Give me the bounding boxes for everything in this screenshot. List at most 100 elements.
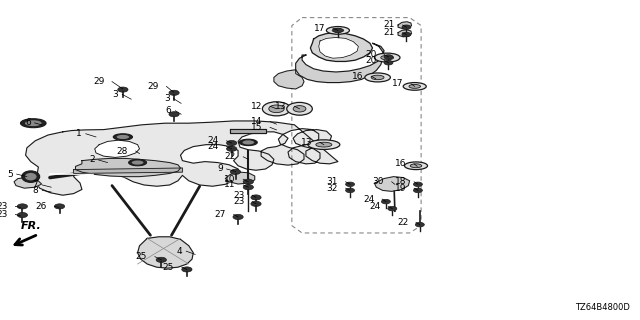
Text: 23: 23 [0,202,8,211]
Text: 20: 20 [365,56,376,65]
Ellipse shape [374,53,400,62]
Circle shape [262,102,291,116]
Polygon shape [296,43,384,83]
Text: 32: 32 [326,184,338,193]
Ellipse shape [25,120,42,126]
Text: FR.: FR. [20,221,41,231]
Text: 14: 14 [251,117,262,126]
Text: 7: 7 [33,180,38,189]
Circle shape [333,28,342,33]
Circle shape [287,102,312,115]
Circle shape [251,195,261,200]
Circle shape [17,212,28,218]
Text: 21: 21 [383,28,395,37]
Text: 13: 13 [275,102,287,111]
Ellipse shape [239,139,257,146]
Polygon shape [230,129,266,133]
Ellipse shape [132,160,143,164]
Circle shape [227,140,237,146]
Ellipse shape [403,83,426,90]
Ellipse shape [129,159,147,166]
Circle shape [384,55,393,59]
Text: 10: 10 [224,175,236,184]
Text: 5: 5 [7,170,13,179]
Polygon shape [76,158,180,177]
Circle shape [227,146,237,151]
Text: 3: 3 [164,94,170,103]
Text: 1: 1 [76,129,82,138]
Ellipse shape [332,28,344,32]
Circle shape [384,60,393,65]
Text: 31: 31 [326,177,338,186]
Circle shape [269,105,284,113]
Text: 18: 18 [395,177,406,186]
Ellipse shape [22,171,40,182]
Circle shape [293,106,306,112]
Ellipse shape [410,164,422,168]
Circle shape [118,87,128,92]
Text: TZ64B4800D: TZ64B4800D [575,303,630,312]
Text: 24: 24 [207,136,219,145]
Text: 16: 16 [395,159,406,168]
Polygon shape [225,172,255,184]
Text: 8: 8 [33,186,38,195]
Text: 25: 25 [163,263,174,272]
Polygon shape [274,70,304,89]
Text: 29: 29 [93,77,104,86]
Circle shape [156,257,166,262]
Circle shape [402,32,411,37]
Polygon shape [14,178,42,188]
Text: 11: 11 [224,180,236,189]
Text: 26: 26 [35,202,47,211]
Circle shape [243,185,253,190]
Text: 27: 27 [214,210,226,219]
Circle shape [169,112,179,117]
Text: 24: 24 [363,195,374,204]
Circle shape [54,204,65,209]
Polygon shape [398,22,412,29]
Ellipse shape [25,173,36,180]
Text: 21: 21 [383,20,395,29]
Polygon shape [374,177,410,191]
Ellipse shape [113,134,132,140]
Circle shape [388,206,397,211]
Text: 17: 17 [314,24,325,33]
Circle shape [413,188,422,193]
Text: 22: 22 [224,152,236,161]
Circle shape [230,169,241,174]
Ellipse shape [381,55,394,60]
Ellipse shape [116,135,129,139]
Text: 4: 4 [177,247,182,256]
Text: 17: 17 [392,79,403,88]
Circle shape [17,204,28,209]
Circle shape [243,179,253,184]
Text: 24: 24 [207,142,219,151]
Circle shape [381,199,390,204]
Ellipse shape [20,119,46,128]
Circle shape [346,188,355,193]
Ellipse shape [409,84,420,88]
Ellipse shape [243,140,254,145]
Ellipse shape [326,27,349,34]
Text: 3: 3 [113,90,118,99]
Text: 24: 24 [369,202,381,211]
Text: 25: 25 [136,252,147,261]
Circle shape [233,214,243,220]
Polygon shape [95,140,140,157]
Circle shape [182,267,192,272]
Circle shape [415,222,424,227]
Text: 9: 9 [217,164,223,173]
Ellipse shape [365,73,390,82]
Circle shape [169,90,179,95]
Text: 13: 13 [301,138,312,147]
Ellipse shape [308,140,340,149]
Text: 30: 30 [372,177,384,186]
Text: 22: 22 [397,218,408,227]
Text: 20: 20 [365,50,376,59]
Polygon shape [319,37,358,58]
Text: 19: 19 [395,184,406,193]
Circle shape [346,182,355,187]
Ellipse shape [371,75,384,80]
Text: 16: 16 [352,72,364,81]
Ellipse shape [316,142,332,147]
